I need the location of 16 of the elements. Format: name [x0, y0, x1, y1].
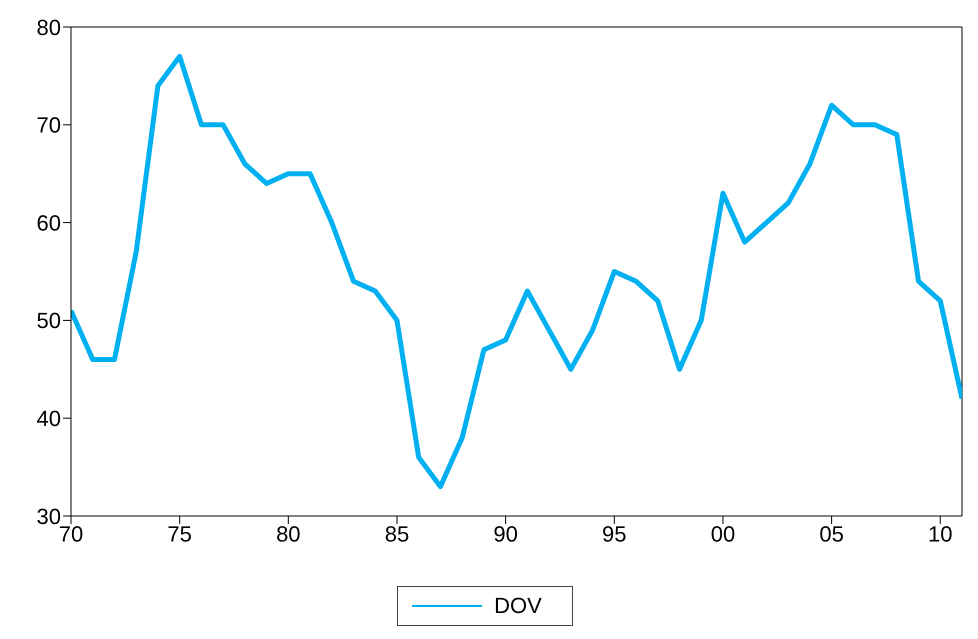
x-tick-label: 90 [493, 522, 518, 547]
x-tick-label: 70 [58, 522, 84, 547]
x-tick-label: 95 [602, 522, 627, 547]
y-tick-label: 60 [36, 210, 61, 236]
y-tick-label: 30 [36, 504, 61, 529]
x-tick-label: 00 [710, 522, 736, 547]
x-tick-label: 05 [819, 522, 844, 547]
legend-label: DOV [494, 593, 542, 619]
x-tick-label: 10 [928, 522, 953, 547]
y-tick-label: 40 [36, 406, 61, 432]
x-tick-label: 85 [384, 522, 410, 547]
y-tick-label: 70 [36, 112, 61, 138]
x-tick-label: 75 [167, 522, 192, 547]
y-tick-label: 50 [36, 308, 61, 334]
y-tick-label: 80 [36, 14, 61, 40]
x-tick-label: 80 [276, 522, 301, 547]
